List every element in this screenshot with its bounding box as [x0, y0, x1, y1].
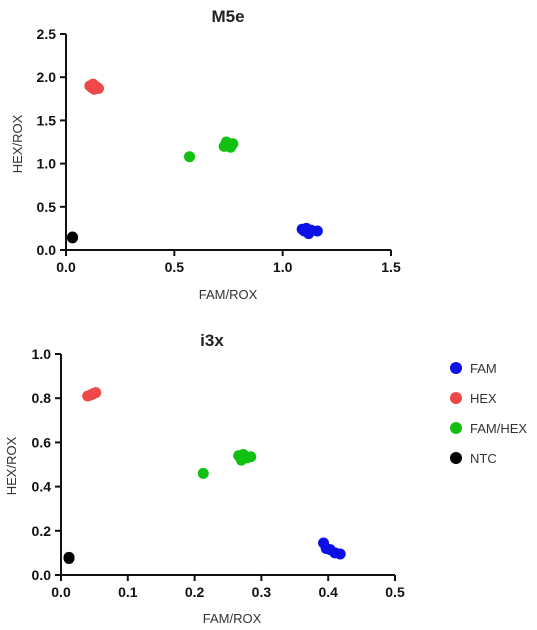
x-tick-label: 0.0 — [56, 259, 76, 275]
y-tick-label: 0.0 — [32, 567, 52, 583]
legend-item-hex: HEX — [450, 391, 497, 406]
legend-item-ntc: NTC — [450, 451, 497, 466]
data-point-hex — [93, 82, 104, 94]
chart-title: M5e — [211, 7, 244, 26]
data-point-fam-hex — [184, 151, 195, 163]
legend-marker — [450, 392, 462, 404]
y-tick-label: 2.0 — [37, 69, 57, 85]
y-tick-label: 0.5 — [37, 199, 57, 215]
legend-item-fam-hex: FAM/HEX — [450, 421, 527, 436]
legend: FAM HEX FAM/HEX NTC — [450, 361, 527, 466]
y-tick-label: 1.0 — [32, 346, 52, 362]
x-tick-label: 0.3 — [252, 584, 272, 600]
x-tick-label: 1.0 — [273, 259, 293, 275]
x-axis-label: FAM/ROX — [199, 287, 258, 302]
x-tick-label: 0.1 — [118, 584, 138, 600]
x-tick-label: 0.2 — [185, 584, 205, 600]
legend-item-fam: FAM — [450, 361, 497, 376]
y-tick-label: 1.5 — [37, 112, 57, 128]
legend-marker — [450, 362, 462, 374]
legend-marker — [450, 452, 462, 464]
data-point-hex — [90, 387, 102, 399]
y-tick-label: 0.4 — [32, 479, 52, 495]
legend-label: HEX — [470, 391, 497, 406]
x-tick-label: 1.5 — [381, 259, 401, 275]
data-point-fam-hex — [197, 467, 209, 479]
chart-i3x: i3x FAM/ROX HEX/ROX 0.0 0.1 0.2 0.3 0.4 0.5 0.… — [4, 331, 405, 626]
data-point-fam — [311, 225, 323, 237]
data-point-fam-hex — [245, 451, 257, 463]
legend-label: FAM — [470, 361, 497, 376]
y-axis-label: HEX/ROX — [4, 436, 19, 495]
data-point-ntc — [63, 552, 75, 564]
legend-label: NTC — [470, 451, 497, 466]
y-tick-label: 0.0 — [37, 242, 57, 258]
x-tick-label: 0.5 — [385, 584, 405, 600]
y-tick-label: 2.5 — [37, 26, 57, 42]
y-axis-label: HEX/ROX — [10, 114, 25, 173]
y-tick-label: 0.8 — [32, 390, 52, 406]
y-tick-label: 1.0 — [37, 156, 57, 172]
x-tick-label: 0.5 — [165, 259, 185, 275]
y-tick-label: 0.6 — [32, 434, 52, 450]
x-tick-label: 0.0 — [51, 584, 71, 600]
data-point-fam-hex — [227, 138, 239, 150]
chart-title: i3x — [200, 331, 224, 350]
chart-m5e: M5e FAM/ROX HEX/ROX 0.0 0.5 1.0 1.5 0.0 0.5 1.… — [10, 7, 401, 302]
data-point-ntc — [67, 231, 78, 243]
legend-label: FAM/HEX — [470, 421, 527, 436]
x-axis-label: FAM/ROX — [203, 611, 262, 626]
x-tick-label: 0.4 — [318, 584, 338, 600]
y-tick-label: 0.2 — [32, 523, 52, 539]
data-point-fam — [334, 548, 346, 560]
legend-marker — [450, 422, 462, 434]
